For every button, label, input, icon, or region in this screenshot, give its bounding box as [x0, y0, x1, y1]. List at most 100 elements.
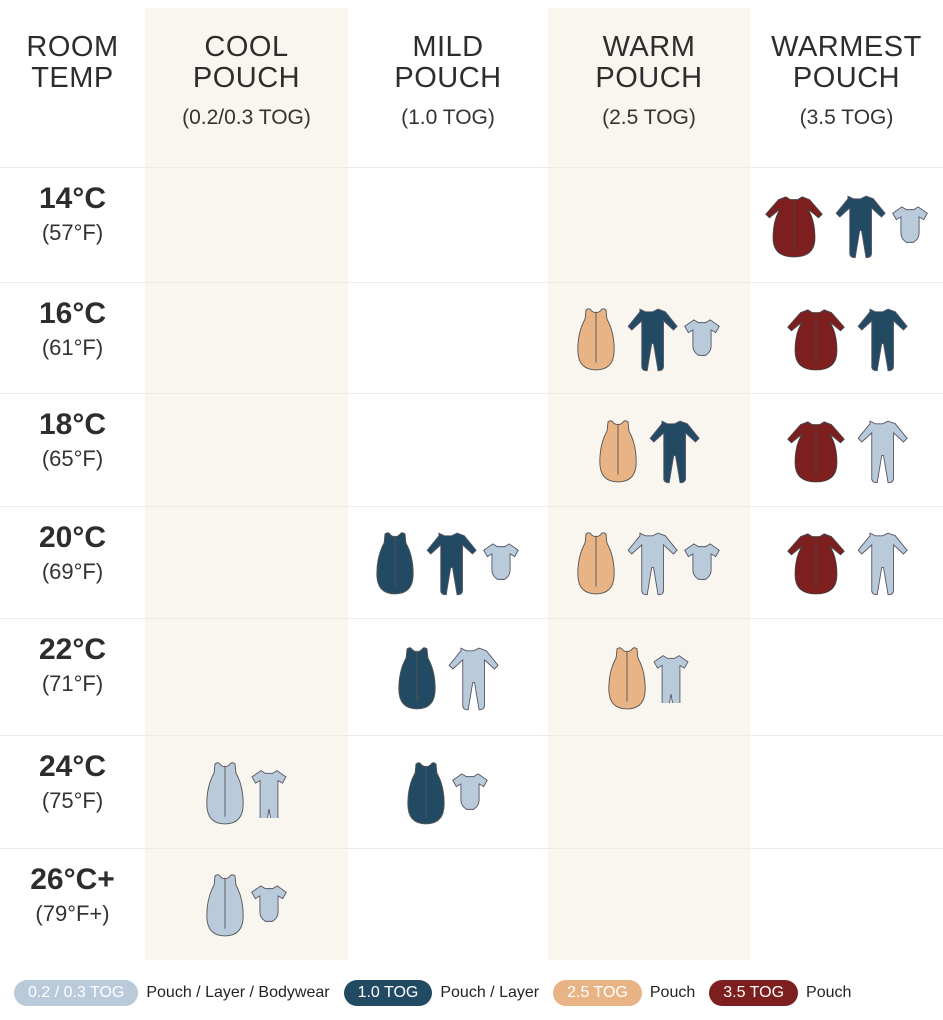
temp-celsius: 24°C — [38, 750, 107, 783]
legend-text: Pouch / Layer — [440, 984, 540, 1001]
footie-icon — [620, 306, 678, 372]
temp-celsius: 14°C — [38, 182, 107, 215]
cell-warmest — [750, 168, 943, 283]
room-temp: 24°C (75°F) — [0, 736, 145, 814]
legend-pill-warmest: 3.5 TOG — [709, 980, 799, 1006]
column-tog: (0.2/0.3 TOG) — [182, 106, 311, 129]
room-temp: 14°C (57°F) — [0, 168, 145, 246]
bodysuit-icon — [249, 883, 289, 927]
temp-fahrenheit: (75°F) — [41, 788, 104, 813]
legend-text: Pouch / Layer / Bodywear — [146, 984, 330, 1001]
pouch-icon — [205, 760, 245, 826]
cell-warm — [548, 736, 750, 849]
room-temp: 22°C (71°F) — [0, 619, 145, 697]
footie-icon — [850, 530, 908, 596]
cell-mild — [348, 283, 548, 394]
cell-cool — [145, 619, 348, 736]
table-row: 20°C (69°F) — [0, 506, 943, 619]
column-tog: (2.5 TOG) — [602, 106, 696, 129]
romper-icon — [651, 653, 691, 703]
temp-celsius: 22°C — [38, 633, 107, 666]
header-mild-pouch: MILD POUCH (1.0 TOG) — [348, 0, 548, 167]
column-title: MILD POUCH — [394, 31, 502, 94]
column-tog: (1.0 TOG) — [401, 106, 495, 129]
cell-cool — [145, 736, 348, 849]
cell-mild — [348, 168, 548, 283]
cell-mild — [348, 507, 548, 619]
temp-fahrenheit: (65°F) — [41, 446, 104, 471]
cell-warm — [548, 283, 750, 394]
table-row: 14°C (57°F) — [0, 167, 943, 283]
footie-icon — [419, 530, 477, 596]
pouch-icon — [576, 306, 616, 372]
column-title: WARMEST POUCH — [771, 31, 922, 94]
legend-text: Pouch — [806, 984, 852, 1001]
sleeved-pouch-icon — [786, 418, 846, 484]
header-room-temp: ROOM TEMP — [0, 0, 145, 167]
cell-warmest — [750, 507, 943, 619]
legend-pill-mild: 1.0 TOG — [343, 980, 433, 1006]
cell-warmest — [750, 849, 943, 961]
cell-cool — [145, 507, 348, 619]
temp-celsius: 18°C — [38, 408, 107, 441]
cool-column-bg — [145, 8, 348, 960]
pouch-icon — [406, 760, 446, 826]
room-temp: 16°C (61°F) — [0, 283, 145, 361]
temp-celsius: 26°C+ — [30, 863, 115, 896]
temp-fahrenheit: (57°F) — [41, 220, 104, 245]
sleeved-pouch-icon — [786, 306, 846, 372]
temp-celsius: 16°C — [38, 297, 107, 330]
temp-fahrenheit: (69°F) — [41, 559, 104, 584]
cell-warm — [548, 394, 750, 507]
table-row: 24°C (75°F) — [0, 735, 943, 849]
cell-warmest — [750, 736, 943, 849]
pouch-icon — [205, 872, 245, 938]
room-temp: 26°C+ (79°F+) — [0, 849, 145, 927]
legend-pill-warm: 2.5 TOG — [553, 980, 642, 1006]
table-row: 22°C (71°F) — [0, 618, 943, 736]
room-temp: 18°C (65°F) — [0, 394, 145, 472]
temp-fahrenheit: (79°F+) — [35, 901, 110, 926]
cell-warm — [548, 168, 750, 283]
header-cool-pouch: COOL POUCH (0.2/0.3 TOG) — [145, 0, 348, 167]
romper-icon — [249, 768, 289, 818]
temp-celsius: 20°C — [38, 521, 107, 554]
pouch-icon — [397, 645, 437, 711]
header-warm-pouch: WARM POUCH (2.5 TOG) — [548, 0, 750, 167]
sleeved-pouch-icon — [764, 193, 824, 259]
cell-warm — [548, 619, 750, 736]
cell-cool — [145, 394, 348, 507]
pouch-icon — [576, 530, 616, 596]
footie-icon — [850, 306, 908, 372]
cell-cool — [145, 283, 348, 394]
pouch-icon — [607, 645, 647, 711]
bodysuit-icon — [890, 204, 930, 248]
pouch-icon — [598, 418, 638, 484]
table-row: 26°C+ (79°F+) — [0, 848, 943, 961]
bodysuit-icon — [682, 541, 722, 585]
footie-icon — [642, 418, 700, 484]
bodysuit-icon — [682, 317, 722, 361]
cell-warm — [548, 507, 750, 619]
warm-column-bg — [548, 8, 750, 960]
pouch-icon — [375, 530, 415, 596]
cell-mild — [348, 849, 548, 961]
column-title: COOL POUCH — [192, 31, 301, 94]
cell-cool — [145, 849, 348, 961]
temp-fahrenheit: (61°F) — [41, 335, 104, 360]
header-room-temp-title: ROOM TEMP — [26, 31, 119, 94]
cell-warmest — [750, 283, 943, 394]
footie-icon — [441, 645, 499, 711]
bodysuit-icon — [481, 541, 521, 585]
cell-mild — [348, 394, 548, 507]
table-row: 18°C (65°F) — [0, 393, 943, 507]
footie-icon — [850, 418, 908, 484]
cell-warmest — [750, 619, 943, 736]
header-warmest-pouch: WARMEST POUCH (3.5 TOG) — [750, 0, 943, 167]
bodysuit-icon — [450, 771, 490, 815]
legend-text: Pouch — [649, 984, 696, 1001]
cell-mild — [348, 736, 548, 849]
sleeved-pouch-icon — [786, 530, 846, 596]
cell-warmest — [750, 394, 943, 507]
column-tog: (3.5 TOG) — [799, 106, 894, 129]
